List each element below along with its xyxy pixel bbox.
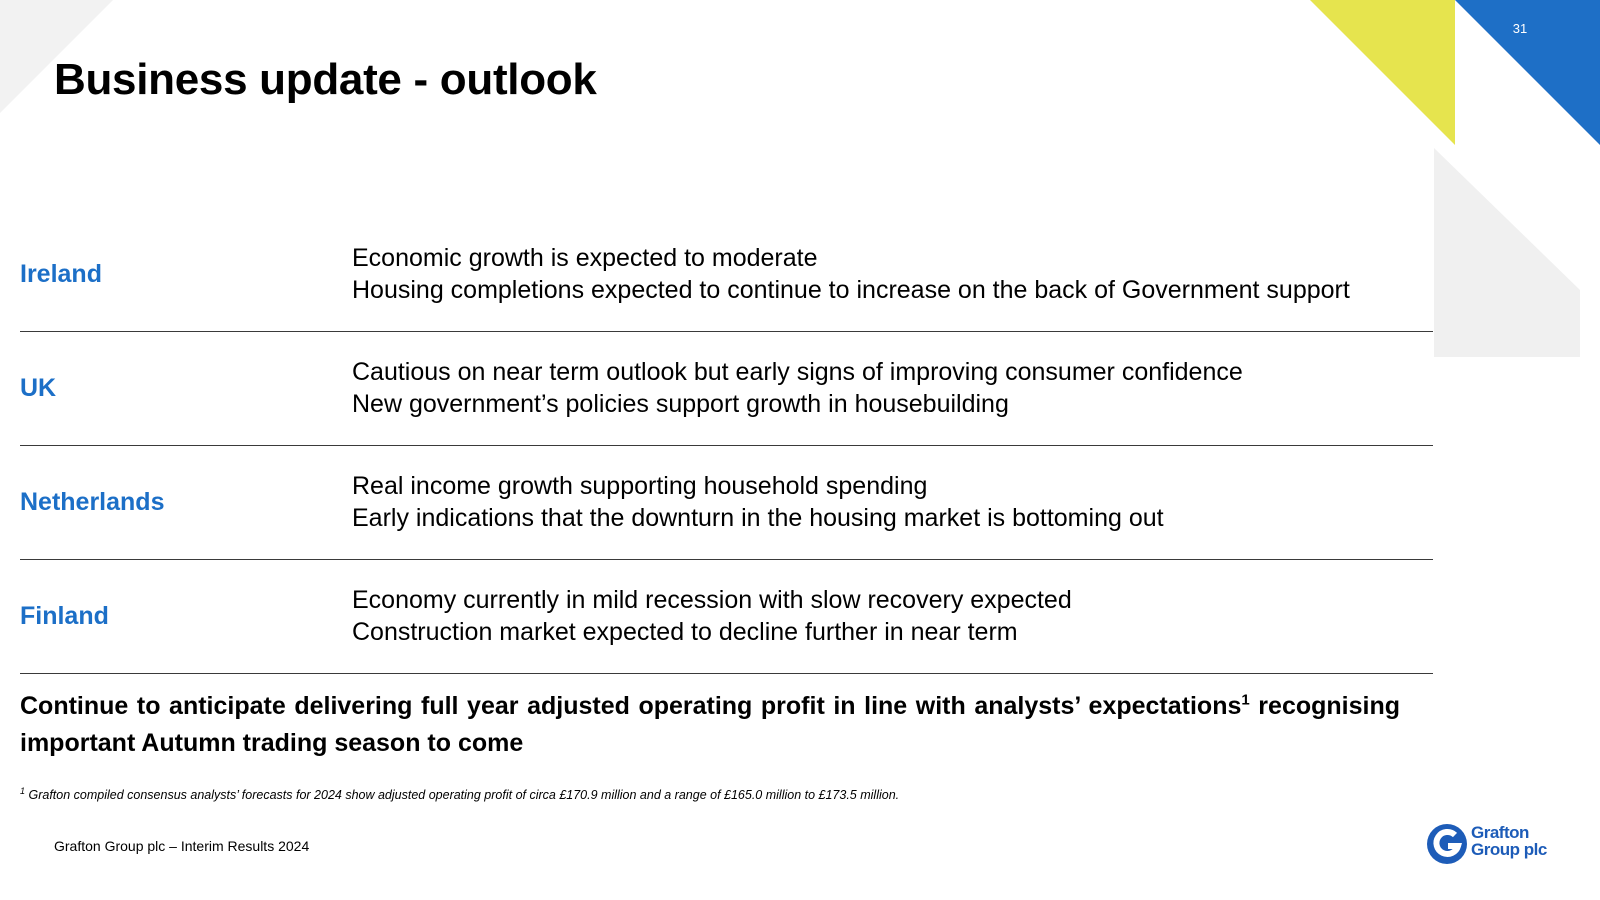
footnote: 1 Grafton compiled consensus analysts’ f… (20, 785, 900, 802)
row-line: Economic growth is expected to moderate (352, 244, 818, 272)
logo-line2: Group plc (1471, 840, 1547, 859)
table-row-ireland: Ireland Economic growth is expected to m… (20, 218, 1433, 332)
footnote-reference: 1 (1241, 691, 1250, 709)
company-logo: Grafton Group plc (1425, 820, 1565, 870)
row-label: UK (20, 373, 57, 402)
row-text: Cautious on near term outlook but early … (352, 332, 1243, 444)
grey-corner-triangle (0, 0, 113, 113)
row-line: Cautious on near term outlook but early … (352, 358, 1243, 386)
row-line: Housing completions expected to continue… (352, 276, 1350, 304)
logo-line1: Grafton (1471, 823, 1529, 842)
row-line: Early indications that the downturn in t… (352, 504, 1164, 532)
row-line: Economy currently in mild recession with… (352, 586, 1072, 614)
row-label: Finland (20, 601, 109, 630)
row-line: Construction market expected to decline … (352, 618, 1018, 646)
row-text: Economy currently in mild recession with… (352, 560, 1072, 672)
conclusion-statement: Continue to anticipate delivering full y… (20, 688, 1400, 762)
row-line: Real income growth supporting household … (352, 472, 928, 500)
footnote-marker: 1 (20, 785, 26, 796)
page-title: Business update - outlook (54, 55, 597, 104)
row-label: Netherlands (20, 487, 165, 516)
footnote-text: Grafton compiled consensus analysts’ for… (25, 788, 900, 802)
grey-side-shape (1434, 148, 1580, 357)
yellow-triangle (1310, 0, 1455, 145)
footer-text: Grafton Group plc – Interim Results 2024 (54, 838, 310, 854)
row-line: New government’s policies support growth… (352, 390, 1009, 418)
blue-triangle (1455, 0, 1600, 145)
logo-wordmark: Grafton Group plc (1471, 824, 1547, 858)
conclusion-text-part1: Continue to anticipate delivering full y… (20, 692, 1242, 720)
grafton-g-logo-icon (1427, 824, 1467, 864)
table-row-netherlands: Netherlands Real income growth supportin… (20, 446, 1433, 560)
conclusion-text-part2: recognising important Autumn trading sea… (20, 692, 1400, 757)
table-row-uk: UK Cautious on near term outlook but ear… (20, 332, 1433, 446)
row-text: Real income growth supporting household … (352, 446, 1164, 558)
table-row-finland: Finland Economy currently in mild recess… (20, 560, 1433, 674)
row-label: Ireland (20, 259, 102, 288)
page-number: 31 (1512, 21, 1528, 36)
row-text: Economic growth is expected to moderate … (352, 218, 1350, 330)
outlook-table: Ireland Economic growth is expected to m… (20, 218, 1433, 674)
